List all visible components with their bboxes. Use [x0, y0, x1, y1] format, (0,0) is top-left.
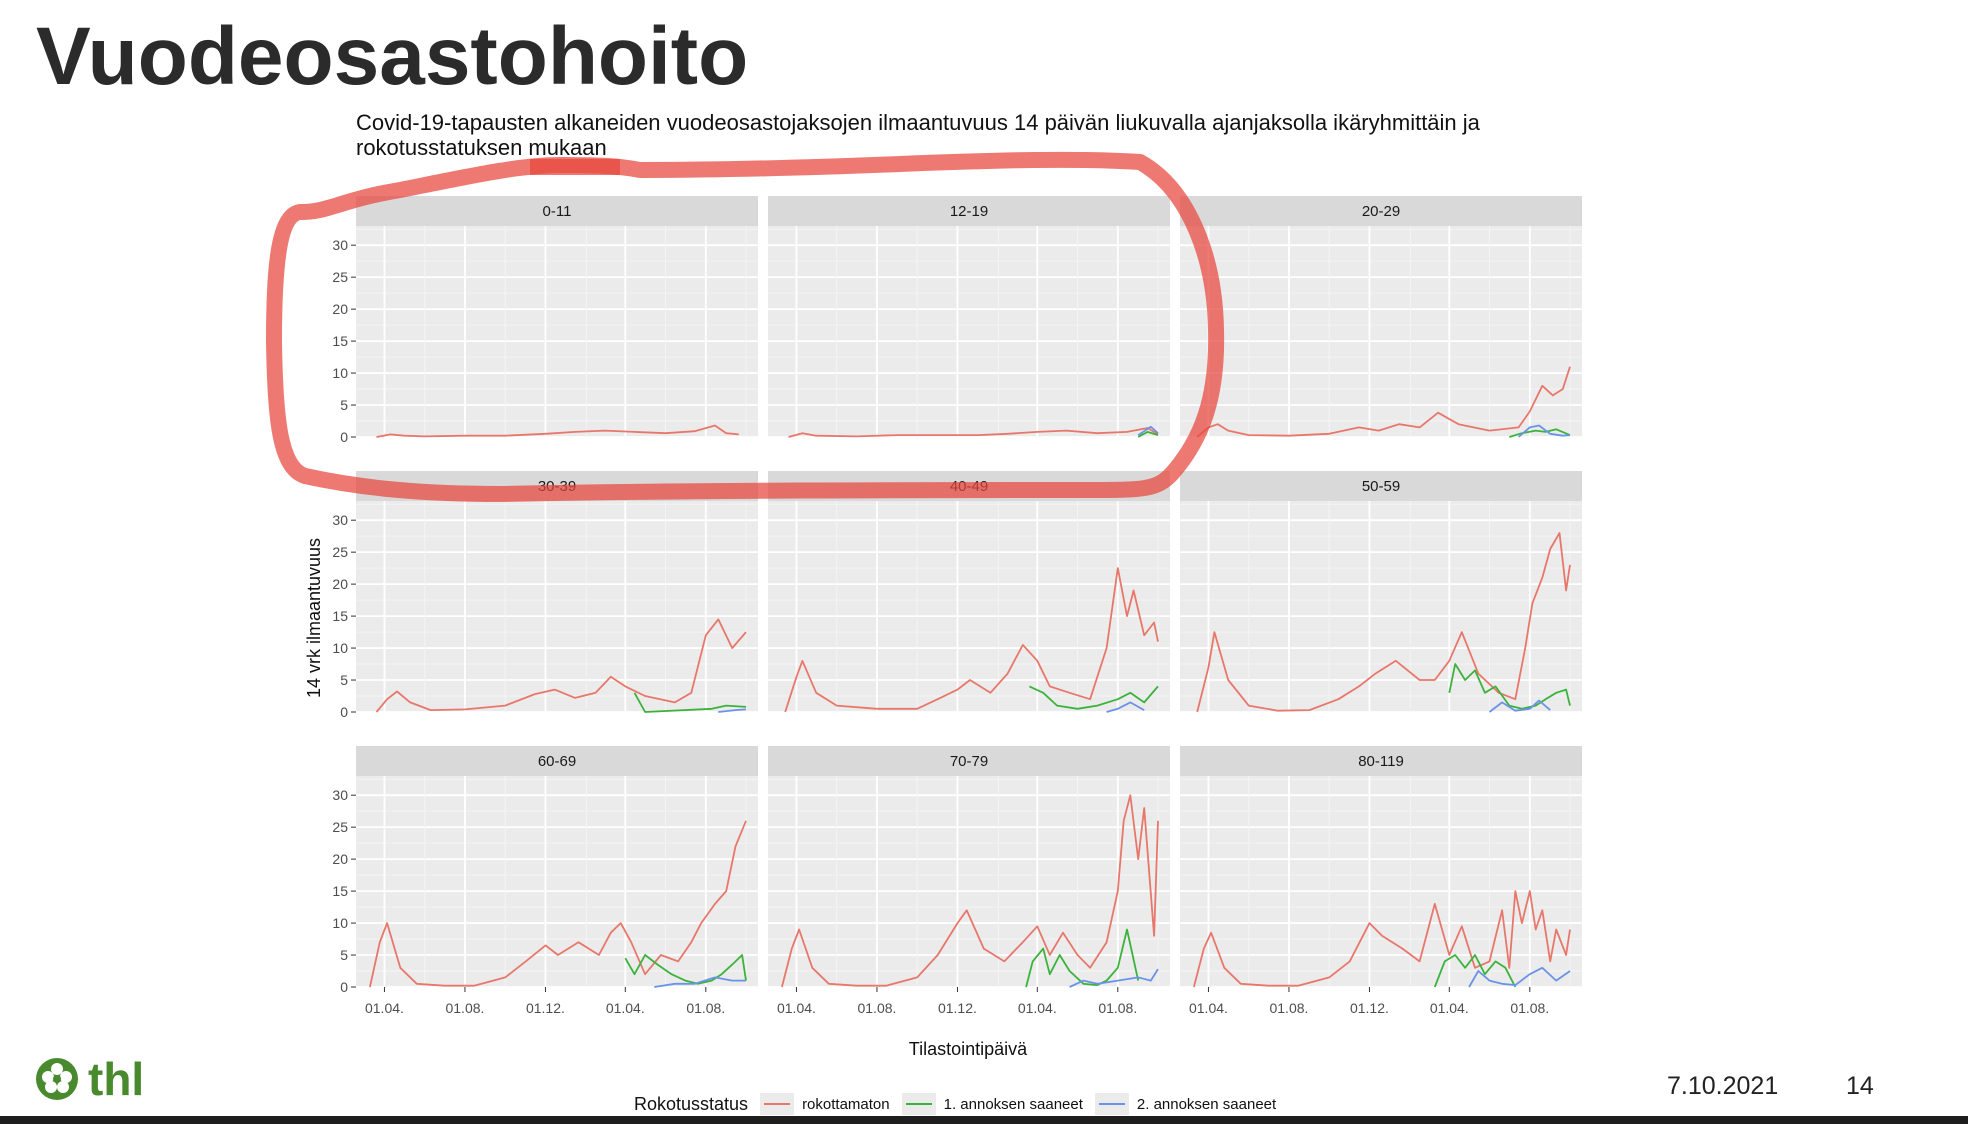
series-line-1-annoksen-saaneet	[1433, 954, 1517, 988]
facet-label: 50-59	[1362, 478, 1400, 495]
legend-title: Rokotusstatus	[634, 1093, 749, 1114]
facet-label: 0-11	[543, 203, 572, 220]
legend-key-second-dose	[1094, 1093, 1129, 1115]
series-line-1-annoksen-saaneet	[1448, 663, 1571, 710]
series-line-rokottamaton	[375, 618, 747, 713]
series-line-rokottamaton	[369, 820, 747, 988]
y-tick-label: 25	[332, 269, 348, 285]
facet-strip	[1180, 471, 1582, 501]
x-tick-label: 01.08.	[1269, 1000, 1308, 1016]
thl-logo: thl	[34, 1053, 204, 1106]
legend-item-unvaccinated: rokottamaton	[760, 1093, 890, 1115]
x-tick-label: 01.04.	[606, 1000, 645, 1016]
x-axis-title: Tilastointipäivä	[909, 1039, 1028, 1059]
facet-label: 12-19	[950, 203, 988, 220]
series-line-2-annoksen-saaneet	[1137, 425, 1159, 436]
y-tick-label: 0	[340, 979, 348, 995]
x-tick-label: 01.04.	[1189, 1000, 1228, 1016]
facet-strip	[1180, 196, 1582, 226]
logo-text: thl	[88, 1053, 145, 1105]
legend-label: 1. annoksen saaneet	[943, 1095, 1083, 1113]
y-tick-label: 30	[332, 237, 348, 253]
slide-date: 7.10.2021	[1667, 1072, 1779, 1100]
y-tick-label: 20	[332, 301, 348, 317]
y-tick-label: 15	[332, 608, 348, 624]
series-line-2-annoksen-saaneet	[1468, 966, 1571, 988]
facet-strip	[768, 196, 1170, 226]
series-line-rokottamaton	[788, 427, 1159, 438]
facet-strip	[768, 746, 1170, 776]
series-line-2-annoksen-saaneet	[654, 976, 746, 988]
x-tick-label: 01.12.	[938, 1000, 977, 1016]
chart-title: Covid-19-tapausten alkaneiden vuodeosast…	[356, 110, 1480, 160]
y-axis-title: 14 vrk ilmaantuvuus	[304, 538, 324, 698]
x-tick-label: 01.12.	[526, 1000, 565, 1016]
legend-key-first-dose	[901, 1093, 936, 1115]
series-line-1-annoksen-saaneet	[624, 954, 747, 985]
y-tick-label: 5	[340, 397, 348, 413]
x-tick-label: 01.04.	[1018, 1000, 1057, 1016]
series-line-1-annoksen-saaneet	[1509, 428, 1571, 438]
slide-title: Vuodeosastohoito	[36, 11, 749, 102]
legend-item-first-dose: 1. annoksen saaneet	[901, 1093, 1083, 1115]
facet-label: 80-119	[1358, 753, 1404, 770]
series-line-rokottamaton	[1193, 890, 1571, 988]
series-line-rokottamaton	[781, 794, 1159, 988]
series-line-rokottamaton	[1196, 532, 1571, 713]
series-line-2-annoksen-saaneet	[1488, 699, 1551, 713]
legend-item-second-dose: 2. annoksen saaneet	[1094, 1093, 1277, 1115]
slide-page-number: 14	[1846, 1072, 1874, 1100]
y-tick-label: 5	[340, 672, 348, 688]
y-tick-label: 0	[340, 429, 348, 445]
series-line-2-annoksen-saaneet	[1106, 701, 1145, 713]
x-tick-label: 01.08.	[857, 1000, 896, 1016]
series-line-1-annoksen-saaneet	[1137, 430, 1159, 438]
y-tick-label: 15	[332, 333, 348, 349]
facet-label: 20-29	[1362, 203, 1400, 220]
y-tick-label: 30	[332, 787, 348, 803]
thl-flower-icon	[36, 1058, 78, 1100]
y-tick-label: 10	[332, 915, 348, 931]
bottom-bar	[0, 1116, 1968, 1124]
facet-label: 70-79	[950, 753, 988, 770]
series-line-rokottamaton	[784, 567, 1159, 713]
legend: Rokotusstatus rokottamaton 1. annoksen s…	[634, 1092, 1288, 1116]
x-tick-label: 01.08.	[686, 1000, 725, 1016]
series-line-2-annoksen-saaneet	[718, 708, 747, 713]
series-line-rokottamaton	[1196, 366, 1571, 438]
x-tick-label: 01.08.	[1098, 1000, 1137, 1016]
facet-strip	[356, 196, 758, 226]
y-tick-label: 25	[332, 819, 348, 835]
y-tick-label: 25	[332, 544, 348, 560]
facet-label: 60-69	[538, 753, 576, 770]
y-tick-label: 20	[332, 851, 348, 867]
y-tick-label: 5	[340, 947, 348, 963]
series-line-1-annoksen-saaneet	[1025, 928, 1140, 988]
legend-label: rokottamaton	[802, 1095, 890, 1113]
series-line-1-annoksen-saaneet	[633, 692, 747, 713]
series-line-2-annoksen-saaneet	[1069, 968, 1159, 988]
legend-key-unvaccinated	[760, 1093, 795, 1115]
x-tick-label: 01.04.	[777, 1000, 816, 1016]
y-tick-label: 15	[332, 883, 348, 899]
y-tick-label: 10	[332, 640, 348, 656]
series-line-1-annoksen-saaneet	[1029, 685, 1159, 710]
x-tick-label: 01.04.	[365, 1000, 404, 1016]
y-tick-label: 0	[340, 704, 348, 720]
x-tick-label: 01.04.	[1430, 1000, 1469, 1016]
x-tick-label: 01.08.	[1510, 1000, 1549, 1016]
y-tick-label: 10	[332, 365, 348, 381]
y-tick-label: 30	[332, 512, 348, 528]
series-line-rokottamaton	[376, 424, 739, 438]
legend-label: 2. annoksen saaneet	[1136, 1095, 1277, 1113]
facet-strip	[1180, 746, 1582, 776]
x-tick-label: 01.08.	[445, 1000, 484, 1016]
x-tick-label: 01.12.	[1350, 1000, 1389, 1016]
series-line-2-annoksen-saaneet	[1518, 424, 1571, 438]
y-tick-label: 20	[332, 576, 348, 592]
facet-strip	[356, 746, 758, 776]
